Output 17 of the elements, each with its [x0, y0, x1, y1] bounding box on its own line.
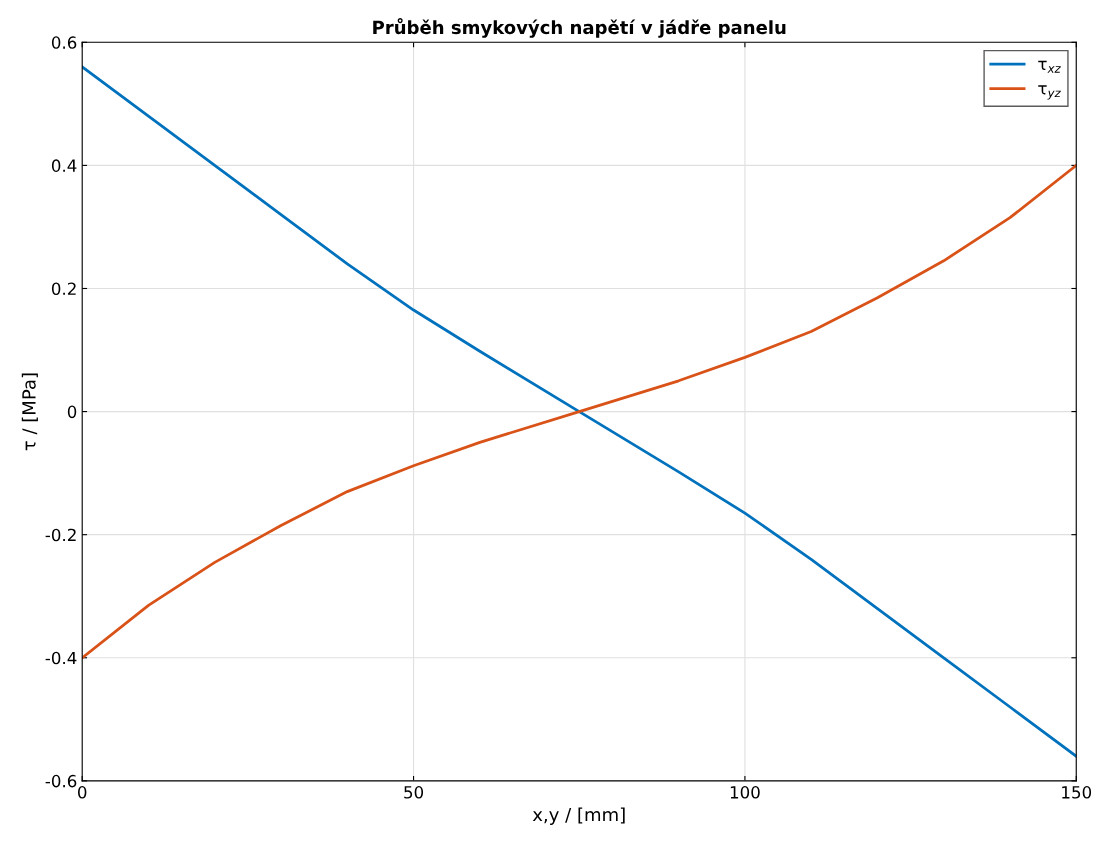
- y-axis-title: τ / [MPa]: [21, 373, 38, 451]
- x-tick-label: 100: [730, 786, 760, 799]
- y-tick-label: -0.6: [45, 774, 77, 788]
- x-tick-label: 50: [404, 786, 424, 799]
- x-tick-label: 0: [78, 786, 87, 799]
- y-tick-label: 0.4: [51, 159, 77, 172]
- y-tick-label: 0.2: [51, 282, 76, 296]
- x-tick-label: 150: [1062, 786, 1092, 799]
- x-axis-title: x,y / [mm]: [532, 807, 625, 825]
- chart-title: Průběh smykových napětí v jádře panelu: [373, 18, 786, 38]
- y-tick-label: 0: [67, 405, 77, 419]
- y-tick-label: -0.4: [45, 651, 77, 665]
- legend-label: τ$_{xz}$: [1038, 60, 1061, 73]
- legend-label: τ$_{yz}$: [1038, 85, 1061, 100]
- y-tick-label: -0.2: [45, 528, 76, 542]
- line-series: [82, 164, 1077, 660]
- y-tick-label: 0.6: [51, 36, 77, 49]
